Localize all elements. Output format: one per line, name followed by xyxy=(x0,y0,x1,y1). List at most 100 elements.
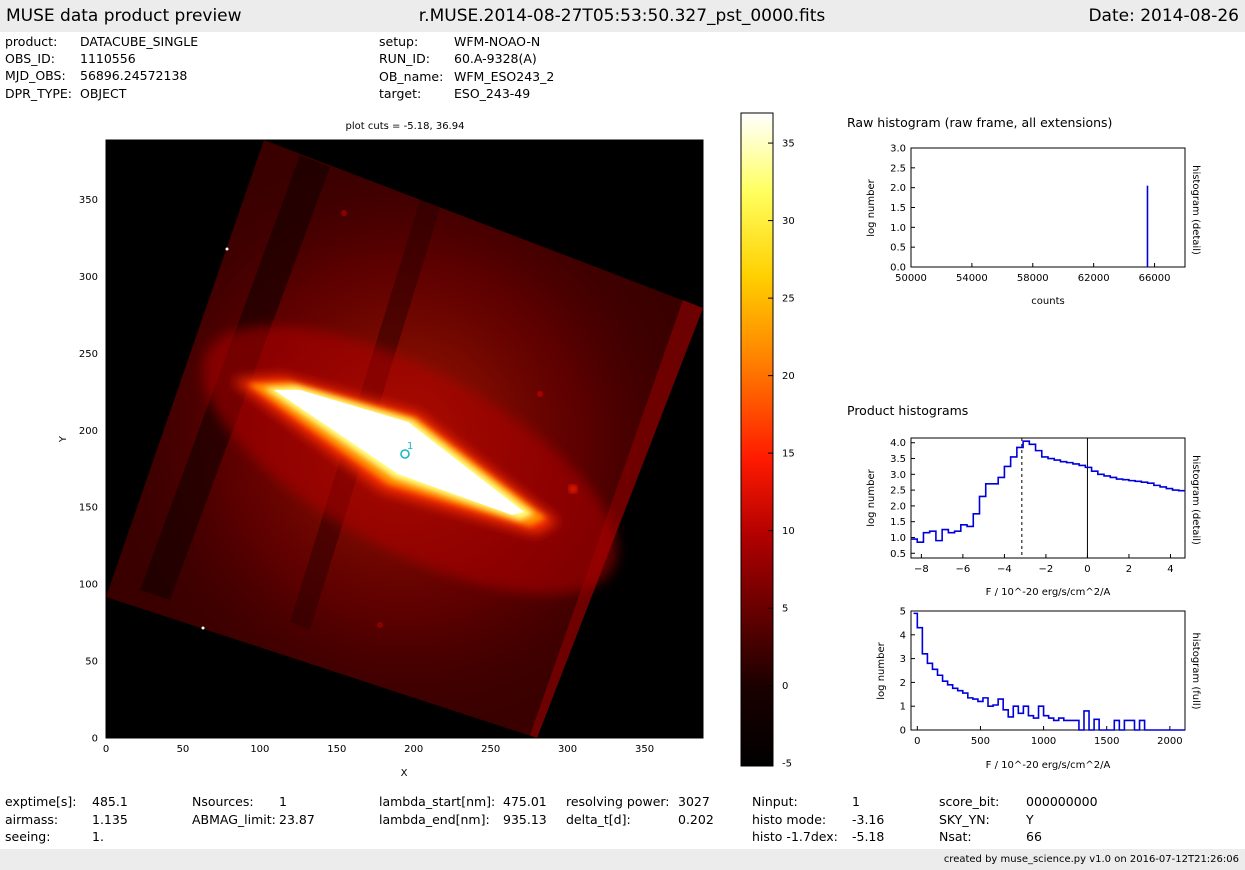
full-hist-frame xyxy=(910,610,1186,731)
stat-nsources-value: 1 xyxy=(279,794,287,809)
header-bar xyxy=(0,0,1245,32)
image-y-tick-label: 100 xyxy=(79,580,98,591)
stat-airmass-key: airmass: xyxy=(5,812,59,827)
galaxy-core-white xyxy=(274,390,524,515)
star xyxy=(225,247,229,251)
info-dprtype-value: OBJECT xyxy=(80,86,127,101)
stat-nsat-value: 66 xyxy=(1026,829,1042,844)
stat-abmag-value: 23.87 xyxy=(279,812,315,827)
image-y-tick-label: 50 xyxy=(85,657,98,668)
y-tick-label: 0.5 xyxy=(890,243,906,254)
x-tick-label: 4 xyxy=(1167,564,1173,575)
info-obsid-value: 1110556 xyxy=(80,51,136,66)
image-x-tick-label: 200 xyxy=(404,744,423,755)
full-hist-y-label: log number xyxy=(876,641,887,699)
image-ticks: 0 50 100 150 200 250 300 350 0 50 100 150 200 250 300 3… xyxy=(79,195,654,755)
detail-hist-y-label: log number xyxy=(866,468,877,526)
image-y-tick-label: 200 xyxy=(79,426,98,437)
y-tick-label: 2.0 xyxy=(890,183,906,194)
source-label: 1 xyxy=(407,441,413,452)
x-tick-label: 0 xyxy=(914,736,920,747)
detail-hist-right-label: histogram (detail) xyxy=(1190,455,1201,545)
stat-ninput-value: 1 xyxy=(852,794,860,809)
observation-date: Date: 2014-08-26 xyxy=(1088,6,1239,26)
detail-hist-frame xyxy=(910,437,1186,559)
slice-stripe xyxy=(530,300,703,738)
info-product-key: product: xyxy=(5,34,58,49)
star xyxy=(569,485,577,493)
image-y-label: Y xyxy=(58,435,69,443)
stat-rpower-key: resolving power: xyxy=(566,794,670,809)
stat-skyyn-key: SKY_YN: xyxy=(939,812,990,827)
stat-lstart-key: lambda_start[nm]: xyxy=(379,794,496,809)
stat-airmass-value: 1.135 xyxy=(92,812,128,827)
star xyxy=(201,626,205,630)
info-setup-key: setup: xyxy=(379,34,419,49)
file-name: r.MUSE.2014-08-27T05:53:50.327_pst_0000.… xyxy=(418,6,826,26)
info-obsid-key: OBS_ID: xyxy=(5,51,55,66)
info-obname-key: OB_name: xyxy=(379,69,444,84)
image-x-tick-label: 250 xyxy=(481,744,500,755)
x-tick-label: 2000 xyxy=(1157,736,1182,747)
image-x-tick-label: 100 xyxy=(250,744,269,755)
info-obname-value: WFM_ESO243_2 xyxy=(454,69,555,84)
y-tick-label: 4 xyxy=(900,630,906,641)
y-tick-label: 5 xyxy=(900,607,906,618)
footer-bar xyxy=(0,849,1245,870)
stat-h17-key: histo -1.7dex: xyxy=(752,829,838,844)
stat-ninput-key: Ninput: xyxy=(752,794,798,809)
image-y-tick-label: 150 xyxy=(79,503,98,514)
x-tick-label: −4 xyxy=(997,564,1012,575)
stat-rpower-value: 3027 xyxy=(678,794,710,809)
image-x-label: X xyxy=(401,768,408,779)
colorbar-tick-label: 20 xyxy=(782,371,795,382)
stat-score-value: 000000000 xyxy=(1026,794,1098,809)
full-histogram: 0 500 1000 1500 2000 0 1 2 3 4 5 F / 10^-20 erg/s/… xyxy=(876,607,1201,772)
stat-seeing-value: 1. xyxy=(92,829,104,844)
histogram-series xyxy=(913,612,1185,731)
y-tick-label: 1.0 xyxy=(890,223,906,234)
stat-abmag-key: ABMAG_limit: xyxy=(192,812,276,827)
y-tick-label: 3.0 xyxy=(890,144,906,155)
star xyxy=(377,622,383,628)
colorbar-tick-label: 35 xyxy=(782,139,795,150)
colorbar-ticks: 35 30 25 20 15 10 5 0 -5 xyxy=(768,139,795,770)
image-x-tick-label: 350 xyxy=(635,744,654,755)
y-tick-label: 1.5 xyxy=(890,517,906,528)
stat-deltat-key: delta_t[d]: xyxy=(566,812,631,827)
x-tick-label: 62000 xyxy=(1078,273,1110,284)
footer-text: created by muse_science.py v1.0 on 2016-… xyxy=(943,854,1239,865)
info-product-value: DATACUBE_SINGLE xyxy=(80,34,199,49)
product-histograms-title: Product histograms xyxy=(847,403,969,418)
y-tick-label: 1.5 xyxy=(890,203,906,214)
stat-seeing-key: seeing: xyxy=(5,829,51,844)
x-tick-label: 58000 xyxy=(1017,273,1049,284)
info-mjd-value: 56896.24572138 xyxy=(80,68,188,83)
stat-hmode-value: -3.16 xyxy=(852,812,885,827)
full-hist-right-label: histogram (full) xyxy=(1190,632,1201,709)
raw-hist-x-label: counts xyxy=(1031,296,1064,307)
image-frame xyxy=(105,139,704,739)
x-tick-label: 1000 xyxy=(1031,736,1056,747)
x-tick-label: 50000 xyxy=(895,273,927,284)
y-tick-label: 0.5 xyxy=(890,549,906,560)
info-mjd-key: MJD_OBS: xyxy=(5,68,66,83)
colorbar-tick-label: 5 xyxy=(782,604,788,615)
stat-hmode-key: histo mode: xyxy=(752,812,827,827)
detail-histogram: −8 −6 −4 −2 0 2 4 0.5 1.0 1.5 2.0 2.5 3.0 3.5 4.0 F / … xyxy=(866,437,1201,598)
y-tick-label: 0 xyxy=(900,726,906,737)
image-x-tick-label: 0 xyxy=(103,744,109,755)
colorbar-tick-label: 10 xyxy=(782,526,795,537)
star xyxy=(537,391,543,397)
x-tick-label: 66000 xyxy=(1139,273,1171,284)
x-tick-label: 54000 xyxy=(956,273,988,284)
colorbar-tick-label: 30 xyxy=(782,216,795,227)
histogram-series xyxy=(911,440,1185,544)
x-tick-label: 0 xyxy=(1084,564,1090,575)
source-marker[interactable] xyxy=(400,449,410,459)
colorbar-tick-label: 25 xyxy=(782,294,795,305)
image-y-tick-label: 350 xyxy=(79,195,98,206)
y-tick-label: 2 xyxy=(900,678,906,689)
info-runid-value: 60.A-9328(A) xyxy=(454,51,537,66)
figure-canvas: 1 plot cuts = -5.18, 36.94 X Y 0 50 100 150… xyxy=(58,112,1201,779)
